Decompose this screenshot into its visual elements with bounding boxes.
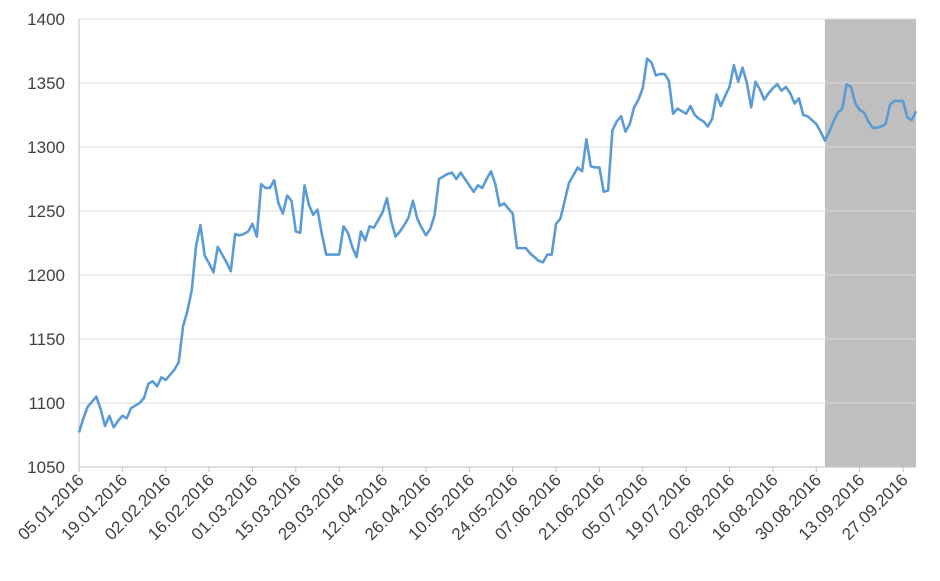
shaded-region bbox=[824, 19, 916, 467]
data-line bbox=[77, 57, 918, 433]
y-tick-label: 1300 bbox=[27, 138, 65, 157]
y-tick-label: 1400 bbox=[27, 10, 65, 29]
y-tick-label: 1200 bbox=[27, 266, 65, 285]
y-tick-label: 1250 bbox=[27, 202, 65, 221]
y-tick-label: 1150 bbox=[28, 330, 65, 349]
y-tick-label: 1100 bbox=[28, 394, 65, 413]
y-tick-label: 1050 bbox=[27, 458, 65, 477]
y-tick-label: 1350 bbox=[27, 74, 65, 93]
